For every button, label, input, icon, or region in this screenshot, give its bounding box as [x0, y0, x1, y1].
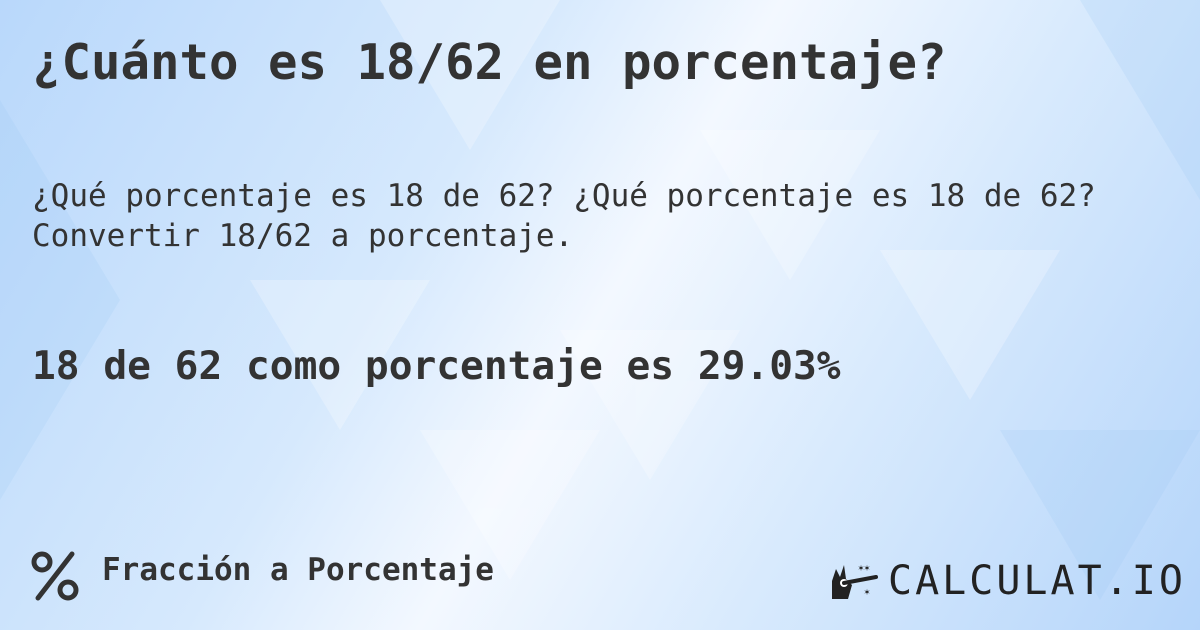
description: ¿Qué porcentaje es 18 de 62? ¿Qué porcen…	[32, 178, 1096, 254]
logo-text: CALCULAT.IO	[888, 558, 1186, 604]
magic-wand-hand-icon: ✶✶ ✶	[832, 563, 878, 599]
result-text: 18 de 62 como porcentaje es 29.03%	[32, 343, 841, 389]
svg-text:✶: ✶	[864, 587, 870, 598]
percent-icon	[31, 551, 79, 601]
svg-text:✶✶: ✶✶	[858, 563, 870, 574]
calculat-logo[interactable]: ✶✶ ✶ CALCULAT.IO	[828, 558, 1186, 604]
category-link[interactable]: Fracción a Porcentaje	[102, 552, 494, 588]
page-title: ¿Cuánto es 18/62 en porcentaje?	[32, 34, 947, 91]
